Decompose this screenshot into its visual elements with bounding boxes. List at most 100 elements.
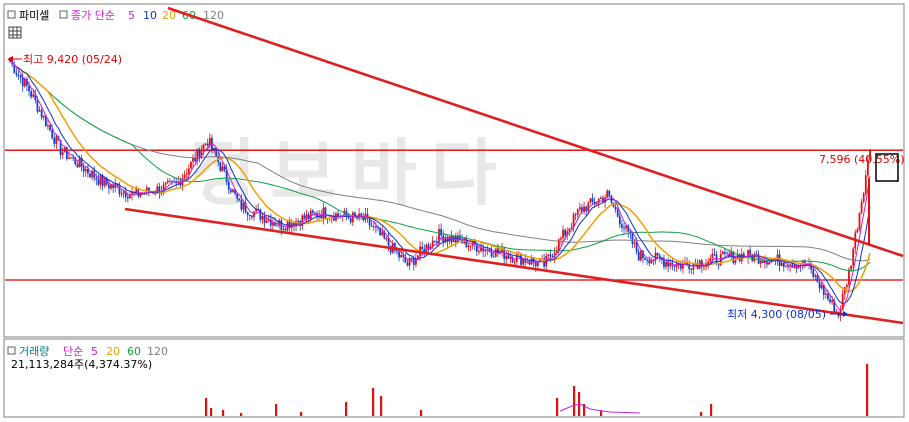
candle [322, 207, 325, 219]
candle [505, 255, 508, 260]
candle [759, 260, 762, 264]
candle [692, 263, 695, 270]
candle [606, 190, 609, 198]
candle [305, 214, 308, 219]
candle [370, 225, 373, 227]
candle [293, 223, 295, 227]
candle [740, 253, 743, 262]
candle [211, 137, 213, 150]
candle [438, 229, 440, 244]
current-price-label: 7,596 (40.55%) [819, 153, 905, 166]
candle [383, 231, 386, 239]
candle [59, 139, 62, 155]
candle [824, 293, 827, 295]
candle [496, 248, 499, 253]
candle [398, 251, 400, 258]
candle [621, 224, 623, 228]
price-panel-frame [3, 3, 905, 338]
candle [120, 193, 123, 195]
candle [633, 242, 636, 244]
candle [42, 115, 45, 118]
candle [410, 258, 413, 260]
candle [751, 254, 754, 261]
candle [713, 254, 716, 256]
candle [272, 222, 274, 226]
candle [599, 197, 602, 199]
candle [65, 147, 68, 159]
candle [549, 254, 552, 257]
candle [768, 262, 770, 265]
volume-bar [345, 402, 348, 416]
high-arrow-head-icon [8, 56, 13, 62]
candle [23, 78, 26, 87]
volume-ma-period-60: 60 [127, 345, 141, 358]
high-label: 최고 9,420 (05/24) [23, 53, 122, 66]
volume-plot [205, 364, 869, 416]
candle [55, 136, 58, 144]
volume-bar [710, 404, 713, 416]
candle [82, 166, 85, 172]
candle [858, 212, 861, 230]
candle [278, 220, 281, 226]
legend-checkbox-icon[interactable] [7, 10, 16, 19]
candle [726, 253, 728, 255]
candle [866, 159, 869, 176]
candle [400, 254, 403, 258]
candle [183, 174, 186, 179]
candle [492, 256, 495, 258]
candle [204, 143, 207, 145]
candle [499, 252, 501, 254]
price-legend: 파미셀 종가 단순 5 10 20 60 120 [7, 9, 224, 39]
grid-settings-icon[interactable] [8, 26, 22, 39]
candle [566, 231, 569, 236]
candle [86, 168, 89, 174]
candle [372, 226, 375, 228]
legend-checkbox-icon[interactable] [59, 10, 68, 19]
legend-checkbox-icon[interactable] [7, 346, 16, 355]
candle [135, 188, 138, 194]
candle [206, 143, 209, 146]
candle [385, 238, 388, 240]
candle [375, 226, 377, 228]
candle [236, 193, 239, 199]
candle [669, 262, 672, 267]
watermark: 정보바다 [190, 131, 511, 215]
candle [820, 284, 823, 289]
ma-period-10: 10 [143, 9, 157, 22]
candle [112, 184, 115, 188]
candle [21, 77, 24, 87]
candle [665, 261, 667, 267]
candle [581, 207, 583, 212]
candle [810, 263, 813, 270]
candle [681, 263, 684, 269]
volume-ma-label: 단순 [63, 345, 83, 358]
volume-bar [573, 386, 576, 416]
candle [587, 202, 590, 212]
candle [51, 130, 54, 139]
candle [782, 262, 785, 267]
candle [852, 248, 855, 266]
candle [742, 253, 745, 257]
candle [297, 220, 300, 222]
candle [589, 198, 592, 203]
candle [719, 254, 722, 266]
candle [490, 252, 493, 257]
candle [618, 216, 621, 225]
candle [654, 252, 657, 261]
candle [843, 286, 846, 295]
low-label: 최저 4,300 (08/05) [727, 308, 826, 321]
candle [536, 261, 539, 267]
candle [78, 158, 81, 168]
volume-bar [600, 411, 603, 416]
candle [32, 94, 35, 97]
candle [433, 240, 436, 242]
candle [351, 212, 354, 223]
candle [557, 239, 560, 251]
candle [656, 252, 659, 256]
candle [190, 161, 192, 169]
candle [257, 208, 260, 210]
candle [30, 91, 33, 97]
candle [526, 262, 529, 264]
candle [255, 208, 257, 212]
volume-bar [420, 410, 423, 416]
